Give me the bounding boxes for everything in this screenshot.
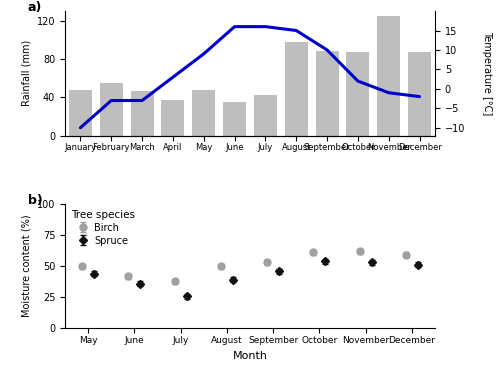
- Y-axis label: Temperature [°C]: Temperature [°C]: [482, 31, 492, 115]
- Bar: [69, 90, 92, 135]
- Text: a): a): [28, 1, 42, 14]
- X-axis label: Month: Month: [232, 351, 268, 361]
- Bar: [223, 102, 246, 135]
- Bar: [100, 83, 123, 135]
- Y-axis label: Moisture content (%): Moisture content (%): [22, 215, 32, 317]
- Y-axis label: Rainfall (mm): Rainfall (mm): [21, 40, 31, 106]
- Bar: [284, 42, 308, 135]
- Bar: [254, 95, 277, 135]
- Legend: Birch, Spruce: Birch, Spruce: [67, 206, 138, 249]
- Bar: [192, 90, 216, 135]
- Bar: [346, 52, 370, 135]
- Bar: [377, 16, 400, 135]
- Text: b): b): [28, 194, 43, 207]
- Bar: [162, 100, 184, 135]
- Bar: [408, 52, 431, 135]
- Bar: [316, 51, 338, 135]
- Bar: [130, 90, 154, 135]
